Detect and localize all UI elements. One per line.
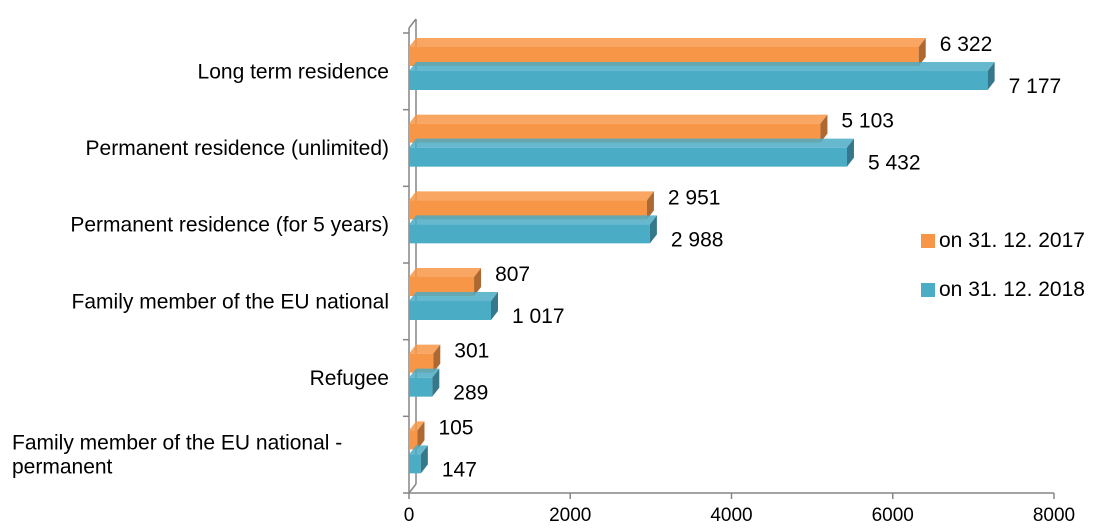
x-tick-label: 8000 — [1033, 505, 1075, 526]
category-label-line: permanent — [12, 456, 113, 479]
x-tick-label: 4000 — [710, 505, 752, 526]
bar-side-face — [646, 191, 654, 220]
bar-top-face — [409, 114, 828, 124]
bar-2017 — [409, 47, 919, 66]
bar-top-face — [409, 215, 657, 225]
legend-label: on 31. 12. 2018 — [939, 278, 1085, 301]
bar-side-face — [649, 215, 657, 244]
data-label: 807 — [495, 263, 530, 286]
legend-swatch — [921, 234, 935, 248]
data-label: 6 322 — [940, 33, 993, 56]
bar-top-face — [409, 292, 498, 301]
bar-side-face — [417, 421, 425, 450]
bar-top-face — [409, 138, 854, 148]
bar-2017 — [409, 123, 821, 143]
bar-top-face — [409, 368, 440, 378]
category-label-line: Family member of the EU national - — [12, 432, 342, 455]
data-label: 5 103 — [841, 110, 894, 133]
category-label: Long term residence — [198, 60, 389, 83]
category-label: Family member of the EU national -perman… — [12, 432, 342, 479]
bar-top-face — [409, 191, 654, 201]
floor-edge — [408, 483, 417, 494]
data-label: 147 — [442, 458, 477, 481]
bar-side-face — [987, 62, 995, 90]
data-label: 2 951 — [668, 186, 721, 209]
bar-side-face — [420, 445, 428, 474]
bar-side-face — [490, 292, 498, 320]
bar-2018 — [409, 224, 650, 244]
bar-2017 — [409, 277, 475, 296]
bar-side-face — [918, 38, 926, 66]
bar-2017 — [409, 353, 434, 373]
bar-side-face — [432, 368, 440, 397]
bar-top-face — [409, 344, 441, 354]
category-label: Family member of the EU national — [72, 290, 389, 313]
bar-side-face — [846, 138, 854, 167]
bar-2018 — [409, 71, 988, 90]
data-label: 7 177 — [1009, 75, 1062, 98]
data-label: 5 432 — [868, 152, 921, 175]
data-label: 1 017 — [512, 305, 565, 328]
bar-2018 — [409, 377, 433, 397]
bar-2018 — [409, 301, 491, 320]
legend-label: on 31. 12. 2017 — [939, 229, 1085, 252]
x-tick-label: 2000 — [549, 505, 591, 526]
bar-2018 — [409, 454, 421, 474]
bar-2018 — [409, 147, 847, 167]
bar-top-face — [409, 445, 428, 455]
data-label: 301 — [454, 340, 489, 363]
data-label: 289 — [453, 382, 488, 405]
bar-top-face — [409, 62, 995, 71]
bar-side-face — [474, 268, 482, 296]
bar-top-face — [409, 38, 926, 47]
legend-swatch — [921, 283, 935, 297]
bar-2017 — [409, 430, 418, 450]
wall-top-edge — [408, 18, 417, 29]
bar-top-face — [409, 421, 425, 431]
data-label: 105 — [438, 416, 473, 439]
x-tick-label: 6000 — [872, 505, 914, 526]
bar-side-face — [433, 344, 441, 373]
bar-top-face — [409, 268, 482, 277]
x-tick-label: 0 — [404, 505, 415, 526]
bar-side-face — [820, 114, 828, 143]
data-label: 2 988 — [671, 228, 724, 251]
category-label: Refugee — [310, 367, 389, 390]
bar-2017 — [409, 200, 647, 220]
category-label: Permanent residence (for 5 years) — [70, 214, 389, 237]
category-label: Permanent residence (unlimited) — [86, 137, 389, 160]
